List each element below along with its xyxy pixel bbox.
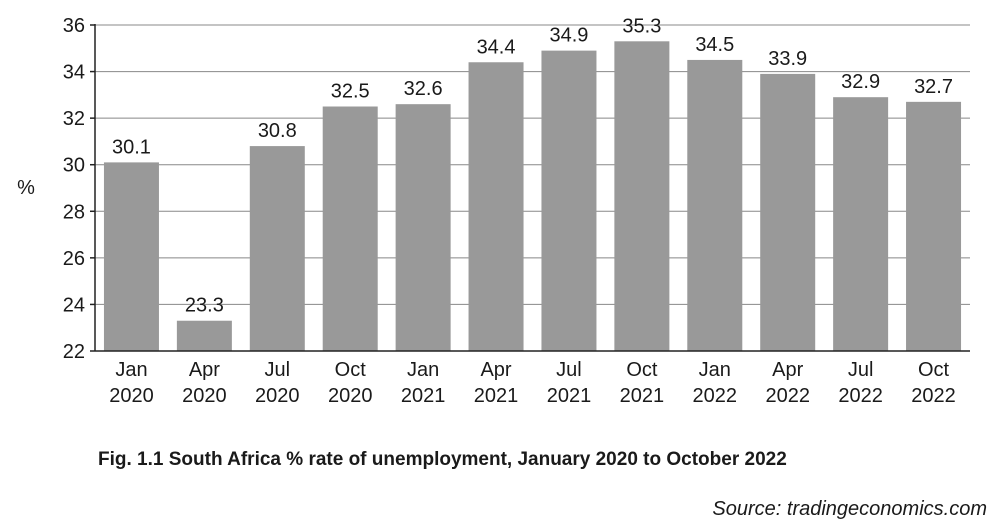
value-labels: 30.1 23.3 30.8 32.5 32.6 34.4 34.9 35.3 34.5 33.9…	[112, 15, 953, 316]
y-tick-label: 24	[63, 294, 85, 316]
x-tick-label-year: 2022	[765, 385, 810, 407]
x-tick-label-month: Jan	[407, 359, 439, 381]
x-tick-label-month: Jan	[115, 359, 147, 381]
value-label: 32.7	[914, 76, 953, 98]
x-tick-label-month: Jul	[556, 359, 582, 381]
gridlines	[95, 24, 970, 305]
x-tick-label-year: 2021	[547, 385, 592, 407]
y-tick-labels: 22 24 26 28 30 32 34 36	[63, 15, 85, 363]
x-tick-label-year: 2020	[255, 385, 300, 407]
x-tick-label-month: Oct	[335, 359, 367, 381]
y-tick-label: 30	[63, 155, 85, 177]
y-tick-label: 22	[63, 341, 85, 363]
bar	[103, 162, 159, 351]
bar	[614, 41, 670, 352]
x-tick-label-year: 2022	[693, 385, 738, 407]
x-tick-label-year: 2021	[401, 385, 446, 407]
x-tick-label-month: Oct	[626, 359, 658, 381]
x-tick-label-year: 2020	[328, 385, 373, 407]
value-label: 23.3	[185, 295, 224, 317]
value-label: 32.5	[331, 81, 370, 103]
x-tick-labels: Jan 2020 Apr 2020 Jul 2020 Oct 2020 Jan 2021 Apr 20…	[109, 359, 956, 407]
value-label: 35.3	[622, 15, 661, 37]
value-label: 33.9	[768, 48, 807, 70]
bar	[249, 146, 305, 351]
x-tick-label-month: Jul	[848, 359, 874, 381]
x-tick-label-year: 2022	[838, 385, 883, 407]
figure-caption: Fig. 1.1 South Africa % rate of unemploy…	[98, 449, 787, 470]
y-tick-label: 32	[63, 108, 85, 130]
value-label: 32.6	[404, 78, 443, 100]
x-tick-label-month: Jan	[699, 359, 731, 381]
x-tick-label-month: Apr	[772, 359, 803, 381]
bar	[176, 320, 232, 351]
x-tick-label-month: Apr	[480, 359, 511, 381]
x-tick-label-month: Oct	[918, 359, 950, 381]
x-tick-label-month: Jul	[265, 359, 291, 381]
x-tick-label-year: 2021	[620, 385, 665, 407]
value-label: 34.5	[695, 34, 734, 56]
bar	[760, 73, 816, 352]
bar-chart: 22 24 26 28 30 32 34 36 Jan 2020 Apr 2020 Jul 2020 Oc…	[17, 15, 970, 407]
x-tick-label-year: 2022	[911, 385, 956, 407]
x-tick-label-year: 2021	[474, 385, 519, 407]
bar	[833, 97, 889, 351]
bar	[687, 59, 743, 352]
y-tick-label: 28	[63, 201, 85, 223]
bars	[103, 41, 962, 352]
x-tick-label-year: 2020	[182, 385, 227, 407]
bar	[322, 106, 378, 351]
x-tick-label-month: Apr	[189, 359, 220, 381]
value-label: 34.4	[477, 36, 516, 58]
bar	[468, 62, 524, 351]
y-tick-label: 26	[63, 248, 85, 270]
value-label: 30.1	[112, 136, 151, 158]
y-tick-label: 36	[63, 15, 85, 37]
y-tick-label: 34	[63, 62, 85, 84]
axes	[90, 24, 970, 352]
y-axis-label: %	[17, 177, 35, 199]
bar	[906, 101, 962, 351]
value-label: 30.8	[258, 120, 297, 142]
bar	[395, 104, 451, 352]
source-note: Source: tradingeconomics.com	[712, 498, 987, 520]
bar	[541, 50, 597, 351]
value-label: 34.9	[549, 25, 588, 47]
x-tick-label-year: 2020	[109, 385, 154, 407]
value-label: 32.9	[841, 71, 880, 93]
